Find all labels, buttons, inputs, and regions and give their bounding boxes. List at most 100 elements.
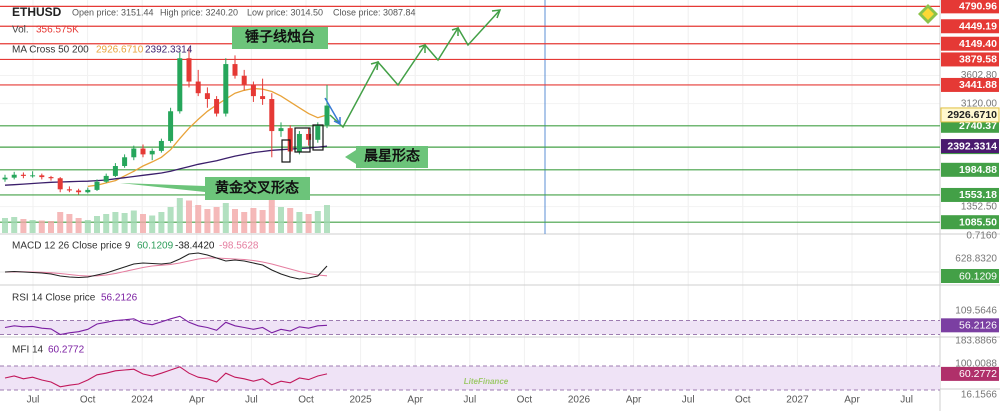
volume-bar: [66, 214, 73, 233]
candle-body: [122, 157, 128, 167]
ma-label: MA Cross 50 200: [12, 45, 89, 56]
level-label: 2740.37: [959, 120, 997, 132]
ohlc-info: Open price: 3151.44: [72, 7, 154, 17]
volume-bar: [278, 207, 284, 233]
volume-bar: [259, 210, 266, 233]
x-tick-label: Oct: [735, 395, 751, 406]
x-tick-label: 2025: [349, 395, 372, 406]
rsi-box: [941, 318, 999, 333]
macd-reading: -98.5628: [219, 241, 259, 252]
macd-label: MACD 12 26 Close price 9: [12, 241, 131, 252]
x-tick-label: Oct: [80, 395, 96, 406]
mfi-line: [4, 366, 328, 388]
candle-body: [57, 178, 63, 190]
candle-body: [39, 175, 45, 178]
candle-body: [85, 189, 91, 193]
volume-bar: [176, 198, 183, 233]
candle-body: [260, 96, 266, 100]
candle-body: [112, 166, 118, 176]
annotation: 晨星形态: [364, 148, 420, 164]
rsi-band: [0, 320, 940, 335]
level-label-box: [941, 215, 999, 230]
candle-body: [2, 177, 8, 180]
x-tick-label: Jul: [245, 395, 258, 406]
ma-value: 2392.3314: [145, 45, 193, 56]
candle-body: [269, 99, 275, 132]
ma-value: 2926.6710: [96, 45, 144, 56]
price-marker-label: 2392.3314: [947, 140, 997, 152]
macd-box-label: 60.1209: [959, 270, 997, 282]
candle-body: [140, 148, 146, 155]
volume-bar: [11, 217, 18, 233]
axis-label: 100.0088: [955, 359, 997, 370]
x-tick-label: Jul: [27, 395, 40, 406]
volume-bar: [158, 212, 165, 233]
candle-body: [103, 175, 109, 182]
volume-bar: [84, 220, 91, 233]
volume-bar: [75, 218, 82, 233]
pullback-arrow: [324, 97, 341, 126]
volume-bar: [186, 200, 192, 233]
volume-bar: [48, 221, 54, 233]
price-marker-box: [940, 107, 1000, 123]
volume-bar: [204, 209, 211, 233]
volume-bar: [222, 203, 229, 233]
candle-body: [66, 189, 72, 191]
volume-bar: [241, 212, 248, 233]
candle-body: [241, 75, 247, 85]
annotation-box: [232, 27, 328, 49]
ohlc-info: Low price: 3014.50: [247, 7, 323, 17]
volume-bar: [112, 212, 119, 233]
macd-box: [941, 269, 999, 283]
y-tick-label: 1352.50: [961, 201, 998, 212]
level-label: 4449.19: [959, 21, 997, 33]
x-tick-label: Jul: [463, 395, 476, 406]
rsi-line: [4, 315, 328, 336]
candle-body: [94, 181, 100, 190]
x-tick-label: Apr: [844, 395, 860, 406]
annotation-boxes: [120, 27, 428, 200]
volume-value: 356.575K: [36, 25, 79, 36]
volume-bar: [296, 212, 303, 233]
macd-reading: -38.4420: [175, 241, 215, 252]
candle-body: [186, 58, 192, 82]
mfi-box-label: 60.2772: [959, 368, 997, 380]
candle-body: [30, 175, 36, 177]
volume-bar: [195, 205, 202, 233]
level-label: 1553.18: [959, 189, 997, 201]
candle-body: [131, 148, 137, 158]
candle-body: [232, 64, 238, 76]
x-tick-label: 2024: [131, 395, 154, 406]
candle-body: [250, 84, 256, 97]
level-label: 4790.96: [959, 1, 997, 13]
axis-label: 109.5646: [955, 306, 997, 317]
volume-bar: [250, 208, 257, 233]
level-label: 3441.88: [959, 79, 997, 91]
logo: [918, 4, 938, 24]
macd-line: [4, 252, 328, 280]
volume-bar: [140, 214, 146, 233]
pattern-box: [312, 124, 324, 151]
candle-body: [306, 133, 312, 140]
pattern-box: [294, 127, 311, 153]
watermark: LiteFinance: [464, 377, 509, 386]
candle-body: [214, 99, 220, 114]
volume-bar: [287, 208, 294, 233]
volume-bar: [268, 194, 275, 233]
ohlc-info: High price: 3240.20: [160, 7, 238, 17]
level-label: 3879.58: [959, 54, 997, 66]
volume-bar: [149, 215, 156, 233]
symbol: ETHUSD: [12, 5, 62, 19]
candle-body: [11, 174, 17, 178]
volume-bar: [232, 209, 238, 233]
volume-bar: [314, 211, 321, 233]
x-tick-label: 2027: [786, 395, 809, 406]
level-label: 1085.50: [959, 216, 997, 228]
volume-bar: [324, 205, 330, 233]
annotation-box: [205, 177, 310, 200]
annotation: 锤子线烛台: [245, 29, 315, 45]
level-label-box: [941, 52, 999, 67]
annotation-pointer: [345, 150, 356, 164]
volume-bar: [167, 207, 174, 233]
